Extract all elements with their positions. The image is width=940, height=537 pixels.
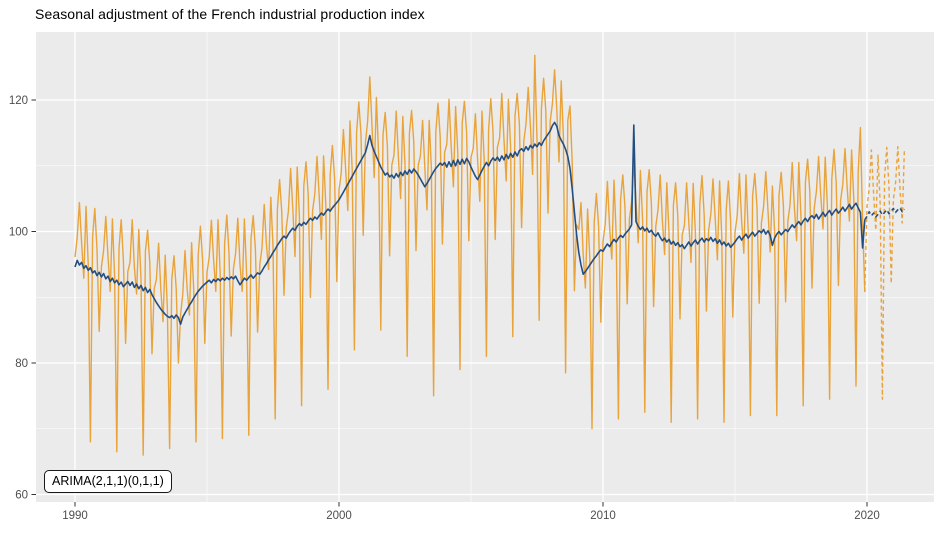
arima-model-label: ARIMA(2,1,1)(0,1,1) [44,470,172,493]
y-tick-label: 60 [15,490,28,502]
x-tick-label: 2010 [590,510,616,522]
x-tick-label: 1990 [62,510,88,522]
adjusted-forecast-line [864,207,906,221]
observed-forecast-line [864,145,906,400]
x-tick-label: 2000 [326,510,352,522]
y-tick-label: 80 [15,358,28,370]
y-tick-label: 100 [9,227,28,239]
seasonally-adjusted-line [74,121,866,326]
observed-index-line [74,54,866,456]
x-tick-label: 2020 [854,510,880,522]
y-tick-label: 120 [9,95,28,107]
plot-title: Seasonal adjustment of the French indust… [35,6,425,22]
